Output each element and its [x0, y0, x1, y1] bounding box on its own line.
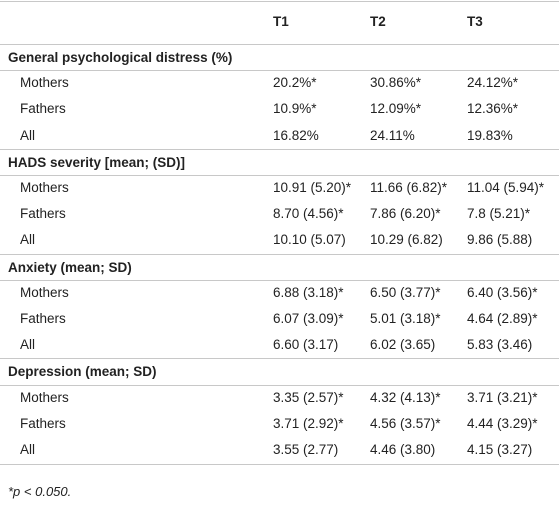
- cell: 4.32 (4.13)*: [370, 389, 441, 405]
- cell: 6.60 (3.17): [273, 337, 339, 353]
- cell: 12.36%*: [467, 101, 519, 117]
- rule: [0, 253, 559, 255]
- cell: 11.04 (5.94)*: [467, 180, 545, 195]
- cell: 3.55 (2.77): [273, 442, 339, 457]
- row-label: Mothers: [20, 389, 69, 405]
- row-label: Fathers: [20, 415, 66, 431]
- row-label: Mothers: [20, 75, 69, 91]
- row-label: All: [20, 337, 36, 353]
- row-label: Mothers: [20, 284, 69, 300]
- section-title: Anxiety (mean; SD): [8, 259, 132, 275]
- cell: 16.82%: [273, 127, 319, 143]
- rule: [0, 279, 559, 281]
- rule: [0, 44, 559, 45]
- rule: [0, 358, 559, 360]
- column-header: T2: [370, 14, 386, 29]
- cell: 4.15 (3.27): [467, 442, 533, 457]
- rule: [0, 464, 559, 466]
- cell: 30.86%*: [370, 75, 422, 91]
- section-title: HADS severity [mean; (SD)]: [8, 154, 186, 170]
- footnote: *p < 0.050.: [8, 484, 72, 500]
- cell: 4.64 (2.89)*: [467, 311, 538, 326]
- cell: 8.70 (4.56)*: [273, 206, 344, 222]
- cell: 5.01 (3.18)*: [370, 311, 441, 326]
- row-label: Fathers: [20, 101, 66, 117]
- row-label: Fathers: [20, 311, 66, 326]
- cell: 3.71 (3.21)*: [467, 389, 538, 405]
- rule: [0, 148, 559, 150]
- row-label: All: [20, 442, 36, 457]
- cell: 3.71 (2.92)*: [273, 415, 344, 431]
- rule: [0, 175, 559, 176]
- column-header: T3: [467, 14, 483, 29]
- cell: 6.02 (3.65): [370, 337, 436, 353]
- column-header: T1: [273, 14, 289, 29]
- cell: 4.44 (3.29)*: [467, 415, 538, 431]
- cell: 20.2%*: [273, 75, 317, 91]
- cell: 12.09%*: [370, 101, 422, 117]
- cell: 6.07 (3.09)*: [273, 311, 344, 326]
- section-title: General psychological distress (%): [8, 50, 233, 65]
- cell: 4.46 (3.80): [370, 442, 436, 457]
- cell: 6.50 (3.77)*: [370, 284, 441, 300]
- cell: 10.9%*: [273, 101, 317, 117]
- rule: [0, 1, 559, 2]
- cell: 19.83%: [467, 127, 513, 143]
- cell: 5.83 (3.46): [467, 337, 533, 353]
- cell: 9.86 (5.88): [467, 232, 533, 248]
- cell: 3.35 (2.57)*: [273, 389, 344, 405]
- section-title: Depression (mean; SD): [8, 364, 157, 380]
- cell: 7.86 (6.20)*: [370, 206, 441, 222]
- cell: 24.11%: [370, 127, 415, 143]
- rule: [0, 384, 559, 386]
- cell: 4.56 (3.57)*: [370, 415, 441, 431]
- row-label: Mothers: [20, 180, 69, 195]
- row-label: All: [20, 232, 36, 248]
- cell: 24.12%*: [467, 75, 519, 91]
- cell: 7.8 (5.21)*: [467, 206, 531, 222]
- row-label: Fathers: [20, 206, 66, 222]
- row-label: All: [20, 127, 36, 143]
- cell: 6.40 (3.56)*: [467, 284, 538, 300]
- cell: 10.10 (5.07): [273, 232, 346, 248]
- cell: 10.91 (5.20)*: [273, 180, 352, 195]
- cell: 10.29 (6.82): [370, 232, 443, 248]
- cell: 6.88 (3.18)*: [273, 284, 344, 300]
- rule: [0, 70, 559, 72]
- cell: 11.66 (6.82)*: [370, 180, 448, 195]
